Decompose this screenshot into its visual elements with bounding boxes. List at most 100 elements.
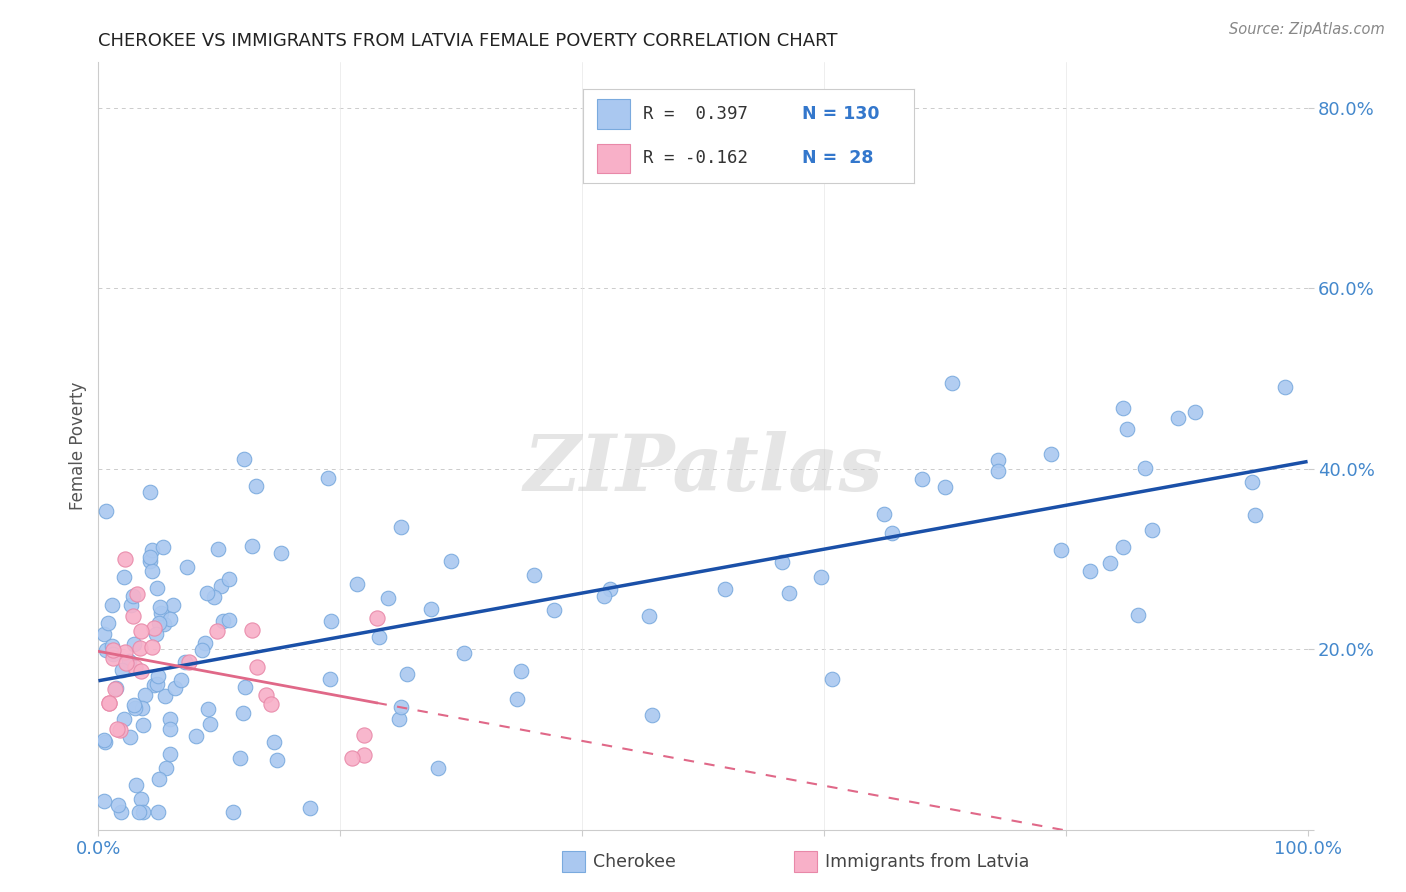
Point — [389, 519, 412, 533]
Point — [353, 728, 375, 742]
Point — [110, 723, 132, 737]
Point — [94, 642, 117, 657]
Point — [593, 589, 616, 603]
Point — [1112, 401, 1135, 416]
Point — [240, 540, 263, 554]
Point — [149, 600, 172, 615]
Point — [127, 587, 149, 601]
Point — [141, 640, 163, 654]
Point — [388, 712, 411, 726]
Point — [146, 669, 169, 683]
Point — [184, 730, 207, 744]
Point — [1126, 607, 1149, 622]
Text: R = -0.162: R = -0.162 — [643, 149, 748, 167]
Point — [118, 730, 141, 744]
Point — [155, 689, 177, 703]
Point — [169, 673, 191, 687]
Point — [125, 778, 148, 792]
Point — [174, 656, 197, 670]
Point — [97, 696, 120, 710]
Text: N =  28: N = 28 — [801, 149, 873, 167]
Point — [146, 805, 169, 819]
Point — [873, 507, 896, 521]
Point — [1274, 379, 1296, 393]
Point — [122, 637, 145, 651]
Text: R =  0.397: R = 0.397 — [643, 105, 748, 123]
Point — [211, 615, 233, 629]
Point — [1184, 405, 1206, 419]
Point — [543, 603, 565, 617]
Point — [207, 541, 229, 556]
Point — [121, 609, 143, 624]
Point — [111, 664, 134, 678]
Point — [298, 801, 321, 815]
FancyBboxPatch shape — [596, 98, 630, 128]
Point — [941, 376, 963, 390]
Point — [165, 681, 187, 696]
Point — [114, 551, 136, 566]
Point — [124, 701, 146, 715]
Point — [143, 678, 166, 692]
Point — [148, 616, 170, 631]
Point — [131, 624, 153, 639]
Point — [112, 712, 135, 726]
Point — [1112, 540, 1135, 554]
Point — [132, 717, 155, 731]
Text: Cherokee: Cherokee — [593, 853, 676, 871]
Point — [148, 772, 170, 786]
Point — [101, 598, 124, 612]
Point — [139, 549, 162, 564]
Point — [1135, 461, 1157, 475]
Point — [778, 585, 800, 599]
Point — [132, 805, 155, 819]
Point — [254, 688, 277, 702]
Point — [118, 654, 141, 668]
Point — [770, 555, 793, 569]
Point — [1050, 543, 1073, 558]
Point — [638, 609, 661, 624]
Point — [101, 648, 124, 662]
Point — [101, 643, 124, 657]
Point — [122, 698, 145, 712]
Point — [110, 805, 132, 819]
Point — [506, 691, 529, 706]
Point — [440, 554, 463, 568]
Point — [107, 797, 129, 812]
Point — [177, 655, 200, 669]
Point — [134, 689, 156, 703]
Text: CHEROKEE VS IMMIGRANTS FROM LATVIA FEMALE POVERTY CORRELATION CHART: CHEROKEE VS IMMIGRANTS FROM LATVIA FEMAL… — [98, 32, 838, 50]
Point — [368, 630, 391, 644]
Point — [353, 747, 375, 762]
Point — [114, 645, 136, 659]
Point — [342, 751, 364, 765]
Point — [145, 581, 167, 595]
Point — [195, 586, 218, 600]
Point — [159, 723, 181, 737]
Point — [240, 624, 263, 638]
Point — [93, 733, 115, 747]
Y-axis label: Female Poverty: Female Poverty — [69, 382, 87, 510]
Point — [131, 701, 153, 715]
Point — [94, 504, 117, 518]
Point — [139, 484, 162, 499]
Point — [880, 525, 903, 540]
Point — [218, 572, 240, 586]
Point — [191, 643, 214, 657]
Point — [129, 665, 152, 679]
Point — [821, 672, 844, 686]
Point — [420, 601, 443, 615]
Point — [197, 702, 219, 716]
Point — [139, 554, 162, 568]
Point — [229, 751, 252, 765]
Point — [1080, 564, 1102, 578]
Point — [122, 589, 145, 603]
Point — [194, 636, 217, 650]
Point — [1167, 411, 1189, 425]
Point — [202, 591, 225, 605]
Point — [103, 651, 125, 665]
Point — [453, 646, 475, 660]
Point — [366, 610, 388, 624]
Point — [316, 471, 339, 485]
Point — [810, 570, 832, 584]
Point — [218, 614, 240, 628]
